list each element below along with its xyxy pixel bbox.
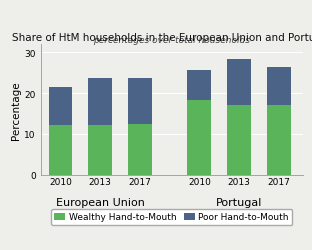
- Legend: Wealthy Hand-to-Mouth, Poor Hand-to-Mouth: Wealthy Hand-to-Mouth, Poor Hand-to-Mout…: [51, 209, 292, 225]
- Bar: [227, 60, 251, 105]
- Text: percentages over total households: percentages over total households: [93, 36, 250, 45]
- Bar: [188, 101, 211, 175]
- Title: Share of HtM households in the European Union and Portugal: Share of HtM households in the European …: [12, 33, 312, 43]
- Bar: [48, 88, 72, 126]
- Bar: [227, 105, 251, 175]
- Bar: [128, 78, 152, 124]
- Bar: [88, 125, 112, 175]
- Text: European Union: European Union: [56, 197, 144, 207]
- Bar: [48, 126, 72, 175]
- Bar: [88, 78, 112, 125]
- Bar: [128, 124, 152, 175]
- Text: Portugal: Portugal: [216, 197, 262, 207]
- Bar: [267, 68, 291, 106]
- Bar: [188, 71, 211, 101]
- Bar: [267, 106, 291, 175]
- Y-axis label: Percentage: Percentage: [12, 81, 22, 139]
